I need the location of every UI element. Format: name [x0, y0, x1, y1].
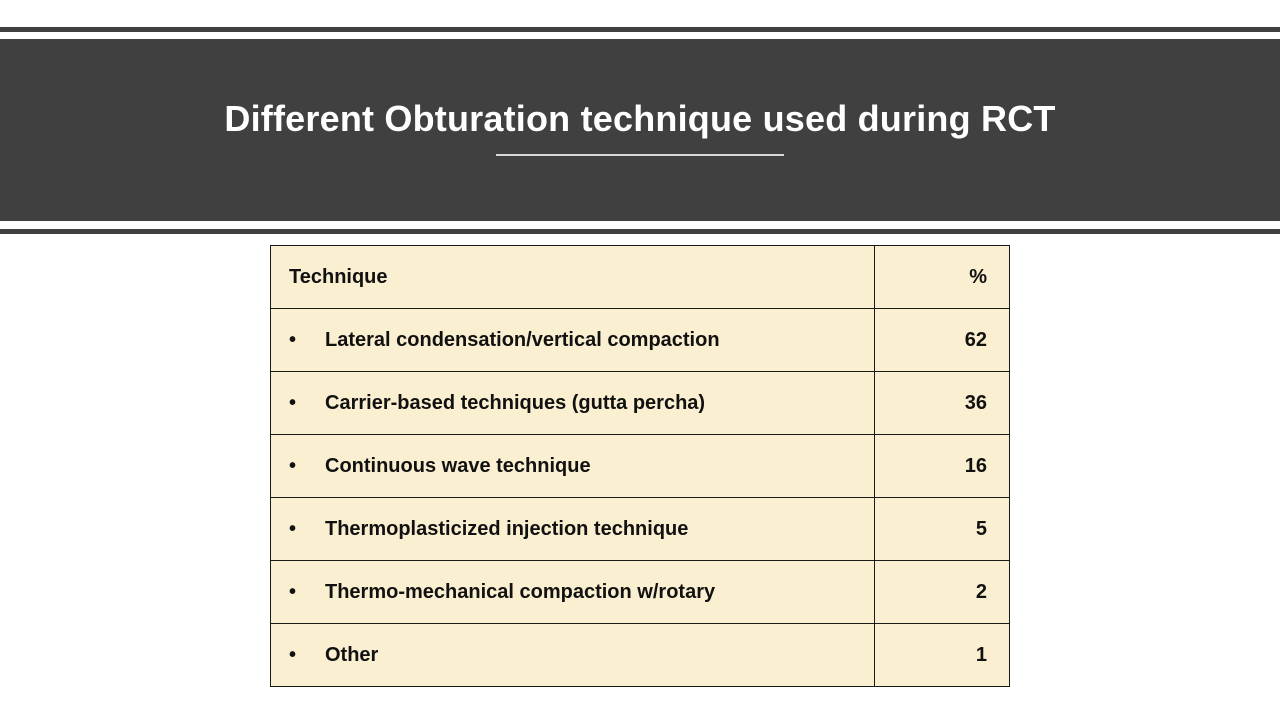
percent-cell: 1	[873, 623, 1010, 687]
header-percent: %	[873, 245, 1010, 309]
table-row: • Continuous wave technique 16	[270, 434, 1010, 498]
percent-cell: 2	[873, 560, 1010, 624]
bullet: •	[289, 517, 297, 540]
table-row: • Thermo-mechanical compaction w/rotary 2	[270, 560, 1010, 624]
percent-cell: 62	[873, 308, 1010, 372]
technique-cell: • Continuous wave technique	[270, 434, 875, 498]
percent-cell: 36	[873, 371, 1010, 435]
table-row: • Thermoplasticized injection technique 5	[270, 497, 1010, 561]
bullet: •	[289, 454, 297, 477]
table-row: • Other 1	[270, 623, 1010, 687]
technique-cell: • Other	[270, 623, 875, 687]
header-technique: Technique	[270, 245, 875, 309]
technique-label: Thermoplasticized injection technique	[325, 517, 689, 540]
technique-cell: • Thermo-mechanical compaction w/rotary	[270, 560, 875, 624]
table-header-row: Technique %	[270, 245, 1010, 309]
technique-label: Other	[325, 643, 379, 666]
technique-label: Continuous wave technique	[325, 454, 591, 477]
technique-label: Thermo-mechanical compaction w/rotary	[325, 580, 716, 603]
technique-cell: • Carrier-based techniques (gutta percha)	[270, 371, 875, 435]
slide-title: Different Obturation technique used duri…	[224, 98, 1056, 139]
table-row: • Lateral condensation/vertical compactio…	[270, 308, 1010, 372]
title-underline	[496, 154, 784, 156]
percent-cell: 16	[873, 434, 1010, 498]
bullet: •	[289, 580, 297, 603]
table-row: • Carrier-based techniques (gutta percha)…	[270, 371, 1010, 435]
percent-cell: 5	[873, 497, 1010, 561]
technique-table: Technique % • Lateral condensation/vertic…	[270, 245, 1010, 687]
title-band	[0, 39, 1280, 221]
technique-label: Lateral condensation/vertical compaction	[325, 328, 720, 351]
bottom-rule	[0, 229, 1280, 234]
bullet: •	[289, 643, 297, 666]
top-rule	[0, 27, 1280, 32]
technique-cell: • Lateral condensation/vertical compactio…	[270, 308, 875, 372]
bullet: •	[289, 391, 297, 414]
technique-cell: • Thermoplasticized injection technique	[270, 497, 875, 561]
bullet: •	[289, 328, 297, 351]
technique-label: Carrier-based techniques (gutta percha)	[325, 391, 706, 414]
